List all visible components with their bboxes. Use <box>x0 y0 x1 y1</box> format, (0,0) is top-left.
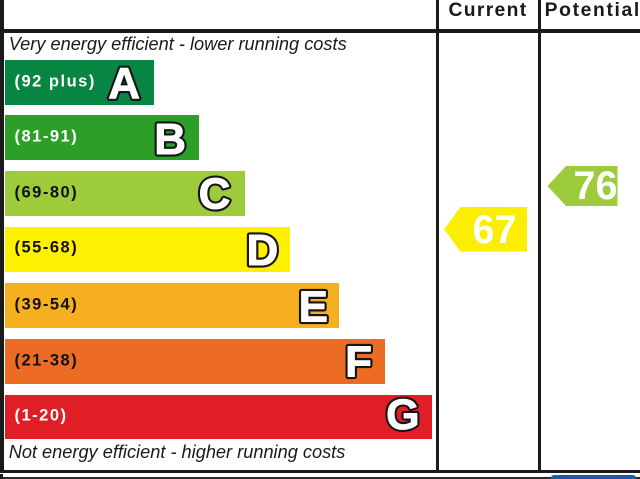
svg-text:A: A <box>108 60 140 105</box>
svg-text:E: E <box>299 283 328 328</box>
svg-text:G: G <box>386 395 419 439</box>
svg-text:C: C <box>199 171 231 216</box>
svg-text:A: A <box>108 60 140 105</box>
svg-text:C: C <box>199 171 231 216</box>
svg-text:F: F <box>345 339 372 384</box>
svg-text:E: E <box>299 283 328 328</box>
svg-text:G: G <box>386 395 419 439</box>
svg-text:B: B <box>154 115 186 160</box>
svg-text:D: D <box>246 227 278 272</box>
svg-text:D: D <box>246 227 278 272</box>
svg-text:F: F <box>345 339 372 384</box>
svg-text:B: B <box>154 115 186 160</box>
